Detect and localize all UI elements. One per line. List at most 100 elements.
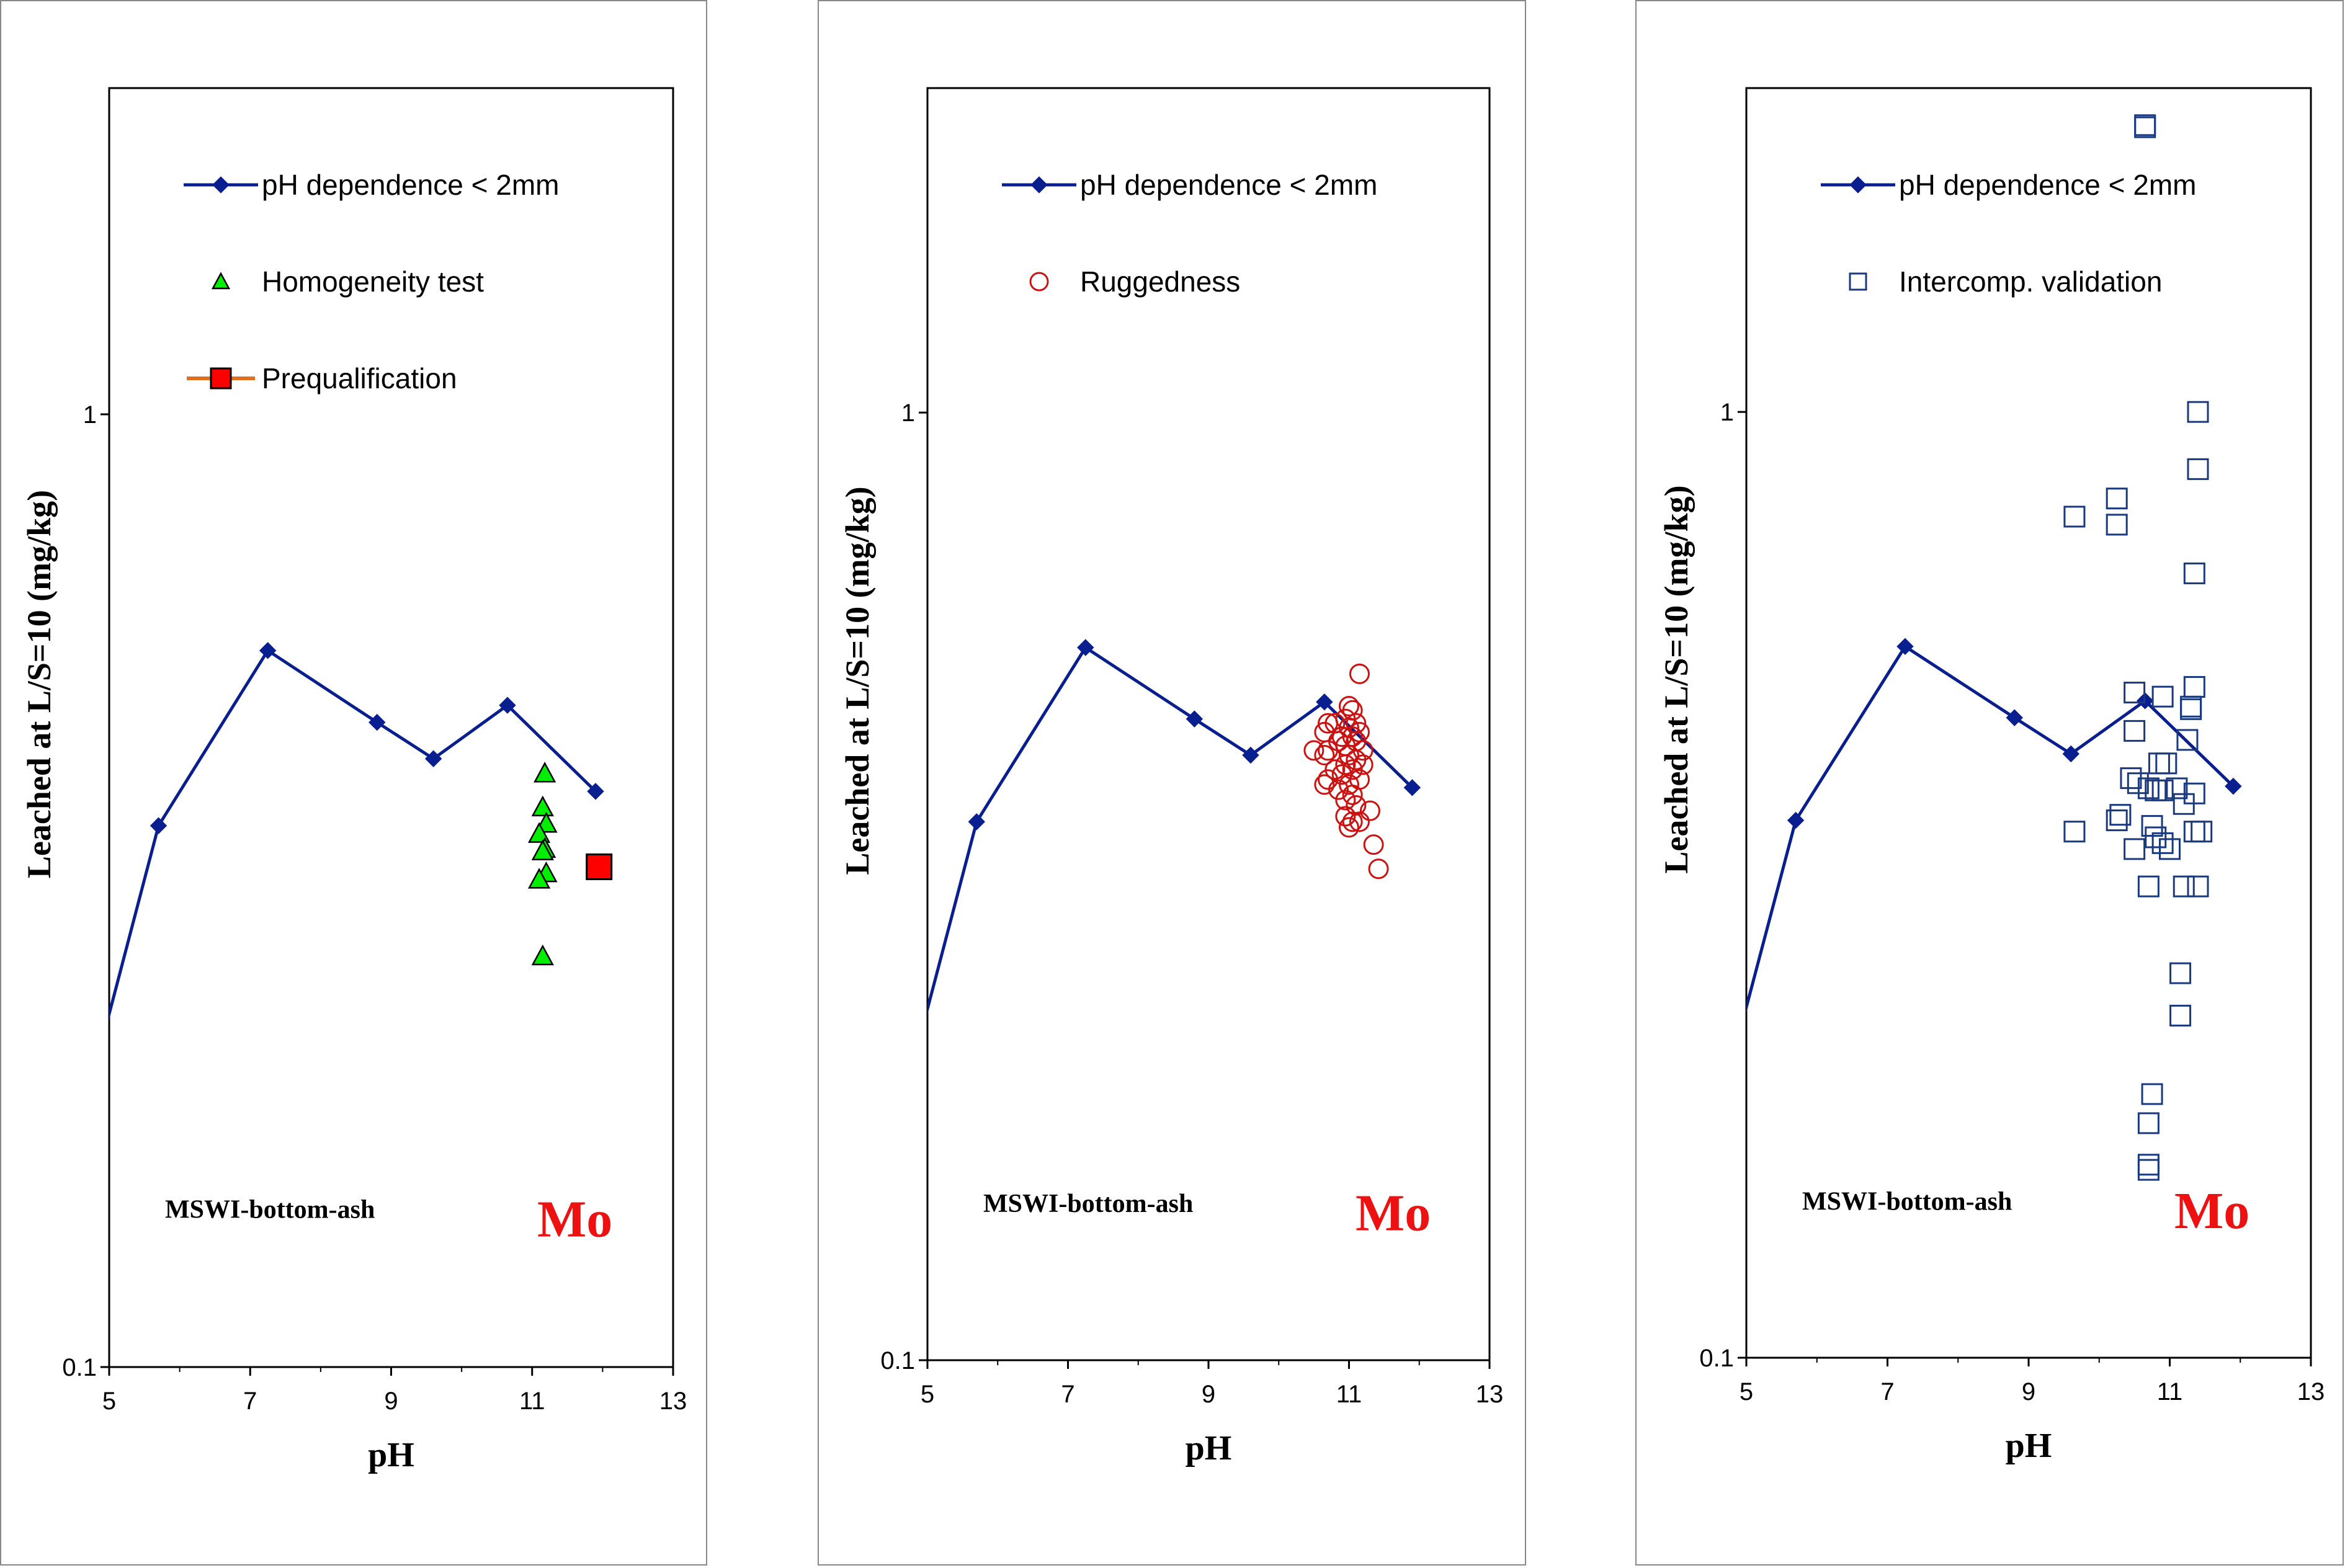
x-tick-label: 7 <box>1061 1381 1074 1408</box>
series-point <box>2187 401 2209 423</box>
y-axis-label: Leached at L/S=10 (mg/kg) <box>1658 485 1695 873</box>
data-layer <box>927 639 1421 1015</box>
series-point <box>2006 709 2023 726</box>
series-point <box>534 762 556 783</box>
series-point <box>528 868 551 889</box>
series-point <box>1314 744 1335 765</box>
series-point <box>2063 506 2086 528</box>
series-point <box>1303 740 1324 761</box>
series-point <box>1186 710 1204 728</box>
series-point <box>259 642 277 659</box>
series-point <box>2166 777 2188 800</box>
series-point <box>586 853 613 881</box>
series-point <box>2109 804 2132 826</box>
series-point <box>2180 698 2202 720</box>
sample-label: MSWI-bottom-ash <box>165 1196 375 1224</box>
panel-frame <box>0 0 707 1566</box>
series-point <box>1787 811 1805 829</box>
series-point <box>1077 639 1094 656</box>
series-point <box>2176 729 2199 751</box>
sample-label: MSWI-bottom-ash <box>983 1190 1193 1218</box>
panel-frame <box>818 0 1526 1566</box>
panel-frame <box>1635 0 2344 1566</box>
series-point <box>2187 875 2209 898</box>
legend: pH dependence < 2mm Homogeneity test Prequ… <box>184 169 559 394</box>
y-tick-label: 1 <box>83 401 97 429</box>
element-label: Mo <box>1356 1185 1431 1242</box>
series-point <box>1316 693 1333 711</box>
series-point <box>1318 713 1339 734</box>
series-point <box>1318 740 1339 761</box>
x-tick-label: 9 <box>1202 1381 1215 1408</box>
series-point <box>1342 811 1363 832</box>
series-point <box>2173 793 2195 815</box>
series-point <box>2169 1004 2192 1027</box>
x-axis-label: pH <box>1186 1429 1232 1468</box>
series-point <box>2063 821 2086 843</box>
series-point <box>1349 663 1370 684</box>
series-point <box>2134 116 2156 138</box>
series-point <box>2187 458 2209 480</box>
series-point <box>1368 858 1389 880</box>
legend-marker <box>210 367 232 390</box>
element-label: Mo <box>537 1190 612 1248</box>
x-tick-label: 11 <box>1336 1381 1362 1408</box>
x-tick-label: 7 <box>243 1388 257 1415</box>
series-point <box>1349 811 1370 832</box>
legend-marker <box>211 272 231 290</box>
series-point <box>2191 821 2213 843</box>
series-point <box>1342 784 1363 805</box>
series-point <box>2183 562 2205 584</box>
series-point <box>2225 777 2242 795</box>
legend-label: pH dependence < 2mm <box>1899 169 2196 201</box>
series-point <box>368 713 386 731</box>
series-point <box>2169 962 2192 984</box>
series-point <box>1339 744 1359 765</box>
series-point <box>2148 752 2170 775</box>
x-tick-label: 5 <box>921 1381 934 1408</box>
series-point <box>2106 809 2128 832</box>
series-point <box>587 783 604 800</box>
legend-label: pH dependence < 2mm <box>262 169 559 201</box>
series-point <box>2137 875 2160 898</box>
x-tick-label: 9 <box>2022 1378 2035 1405</box>
series-point <box>528 822 551 843</box>
element-label: Mo <box>2174 1182 2249 1240</box>
series-point <box>1335 790 1356 811</box>
legend-label: Ruggedness <box>1080 265 1240 298</box>
series-point <box>1352 754 1374 775</box>
series-point <box>1318 769 1339 790</box>
series-point <box>2124 838 2146 860</box>
series-point <box>1335 754 1356 775</box>
y-tick-label: 0.1 <box>62 1354 97 1381</box>
legend-label: pH dependence < 2mm <box>1080 169 1377 201</box>
series-point <box>2062 745 2079 763</box>
x-tick-label: 5 <box>1740 1378 1753 1405</box>
series-point <box>1328 779 1349 800</box>
legend: pH dependence < 2mm Ruggedness <box>1002 169 1377 298</box>
panel-1: 5 7 9 11 13 0.1 1 pH Leached at L/S=10 (mg/kg) MS… <box>0 0 707 1566</box>
series-point <box>2137 777 2160 800</box>
series-point <box>1242 746 1259 764</box>
series-point <box>1339 817 1359 838</box>
series-point <box>424 750 442 767</box>
series-point <box>2151 685 2174 708</box>
x-axis-label: pH <box>368 1436 414 1474</box>
x-tick-label: 13 <box>1476 1381 1504 1408</box>
series-point <box>2145 826 2167 849</box>
series-point <box>1346 749 1367 770</box>
x-tick-label: 13 <box>2297 1378 2325 1405</box>
series-point <box>1896 638 1914 655</box>
legend-label: Homogeneity test <box>262 265 484 298</box>
x-tick-label: 11 <box>519 1388 545 1415</box>
x-tick-label: 7 <box>1880 1378 1894 1405</box>
x-tick-label: 9 <box>384 1388 398 1415</box>
series-point <box>150 817 168 834</box>
x-tick-label: 11 <box>2157 1378 2183 1405</box>
panel-3: 5 7 9 11 13 0.1 1 pH Leached at L/S=10 (mg/kg) MS… <box>1635 0 2344 1566</box>
series-point <box>1339 695 1359 716</box>
series-point <box>1403 779 1421 796</box>
y-tick-label: 1 <box>901 399 915 427</box>
series-point <box>2137 1159 2160 1181</box>
